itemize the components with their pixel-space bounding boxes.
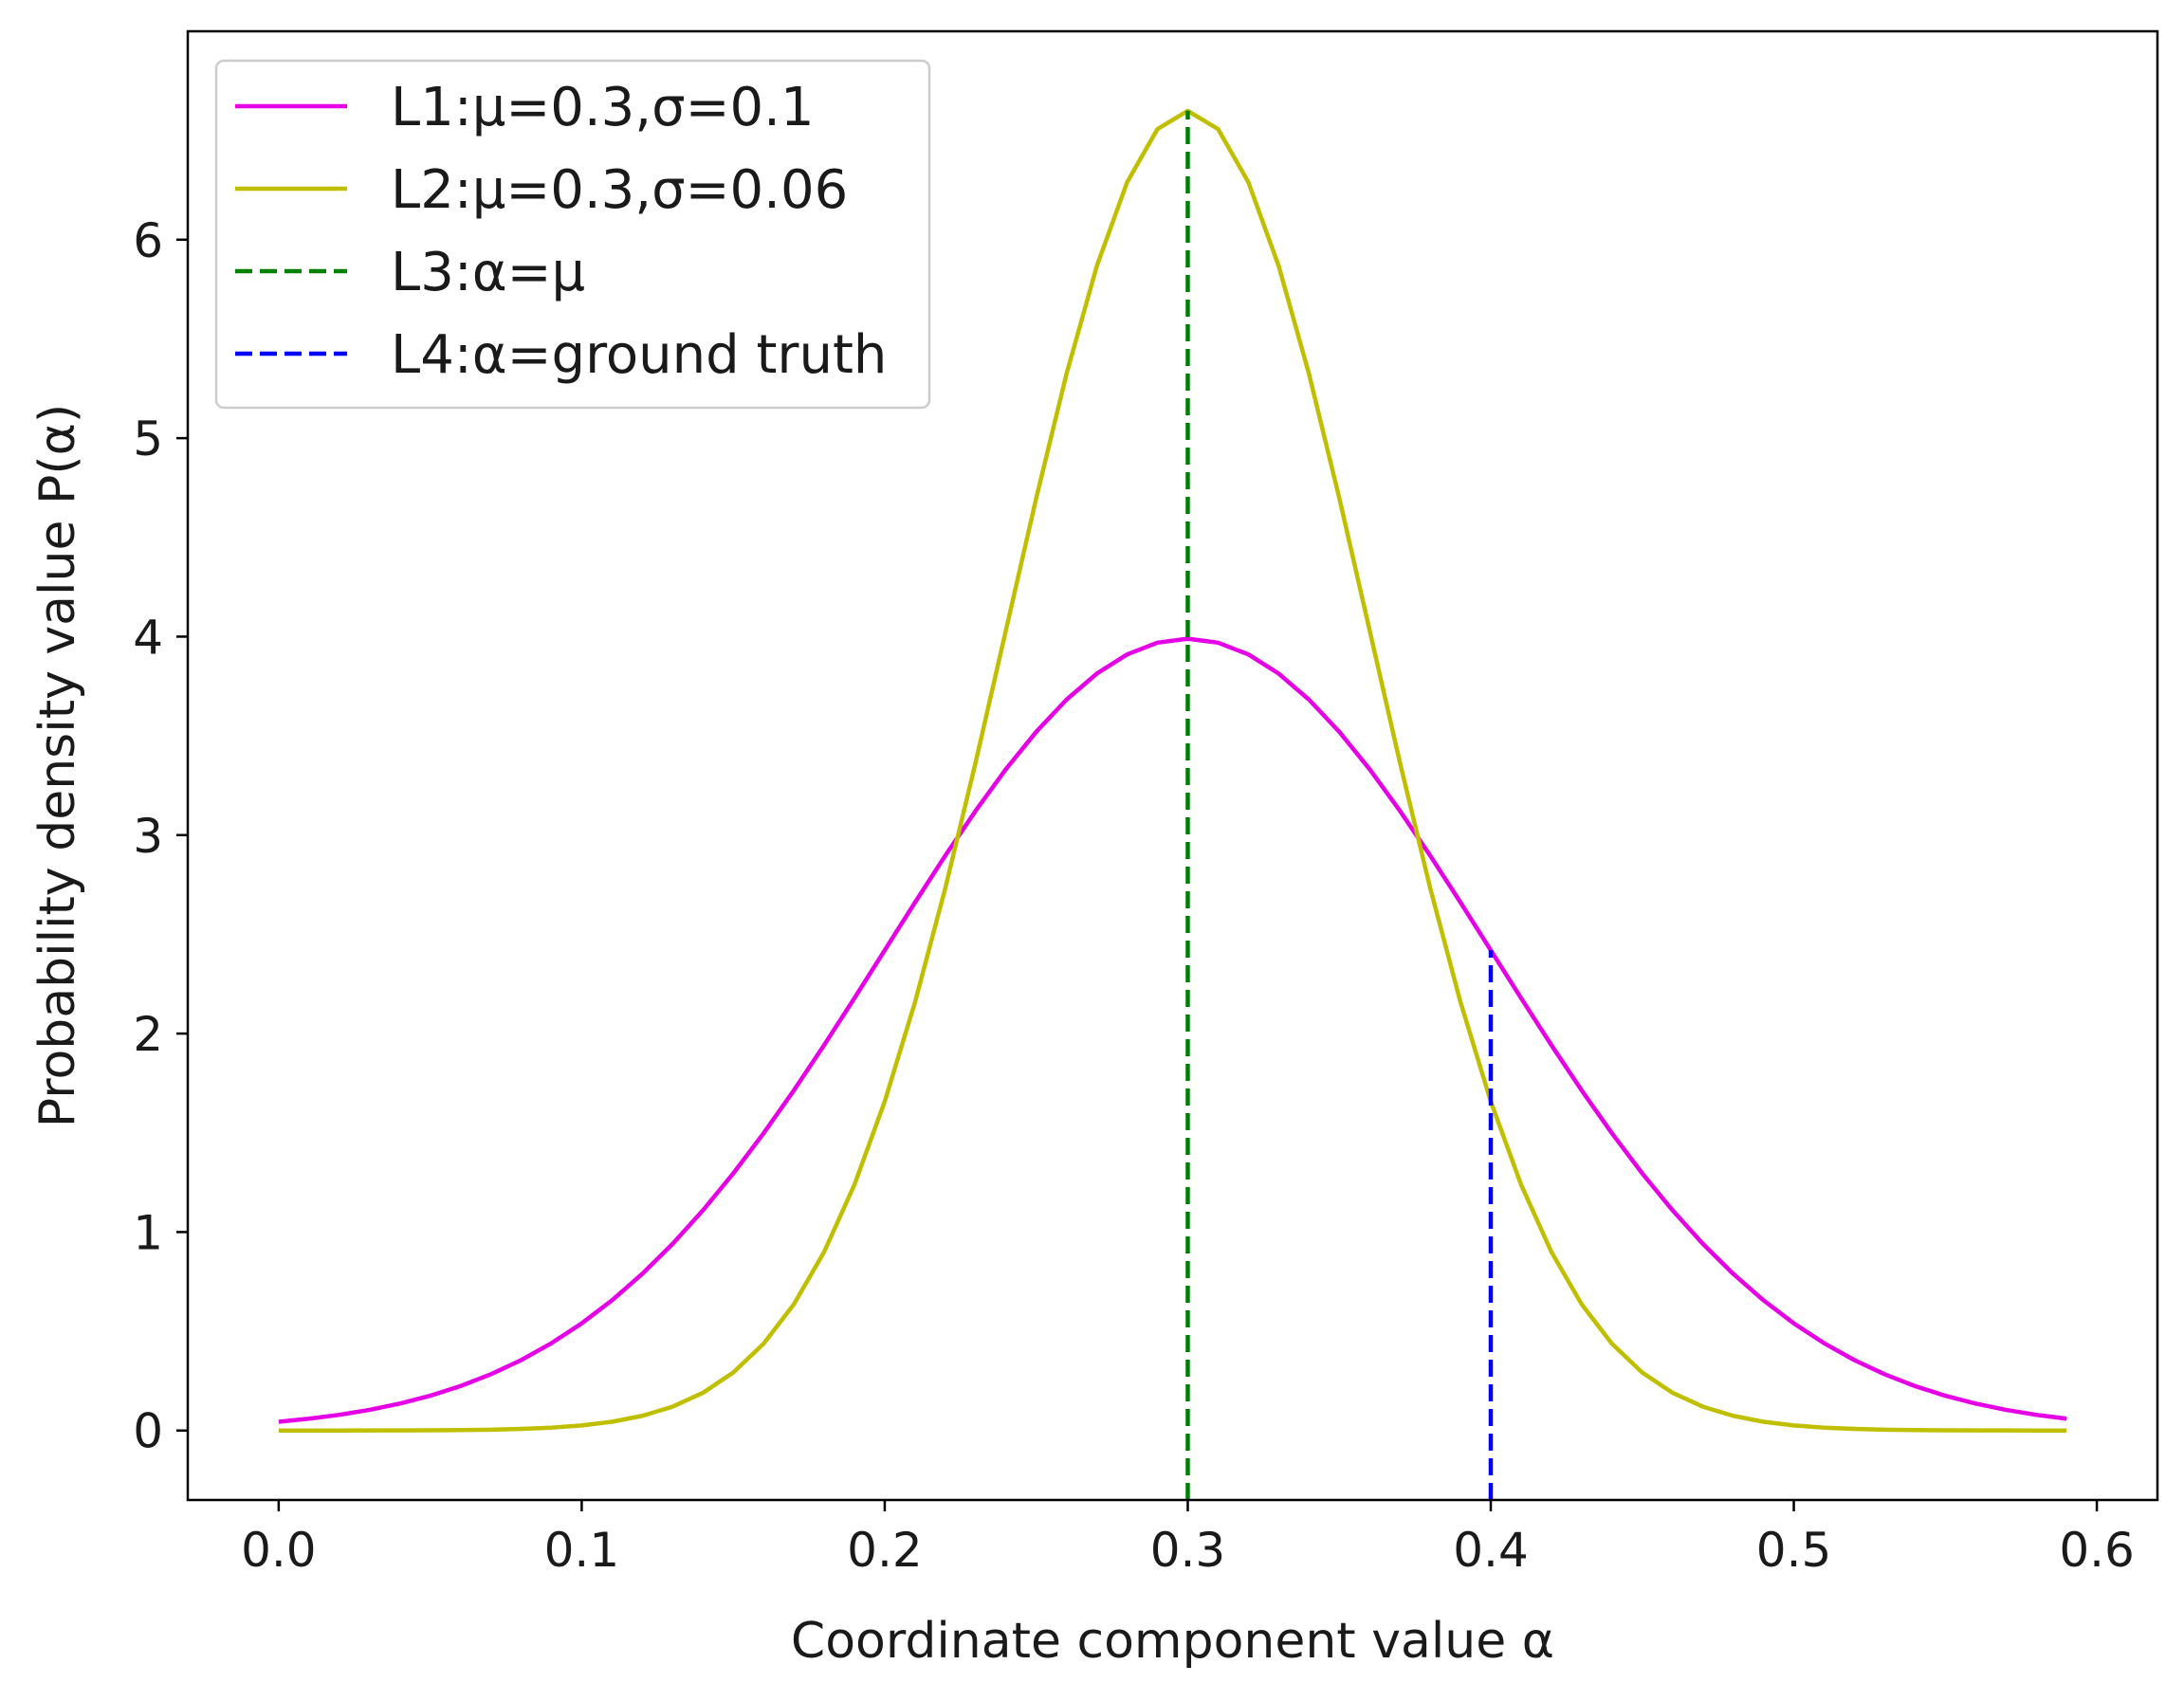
x-tick-label: 0.3 [1150,1523,1226,1578]
series-2-line [278,108,2067,1433]
legend-label-4: L4:α=ground truth [391,324,887,386]
x-tick-label: 0.6 [2059,1523,2135,1578]
legend-box [214,59,931,410]
x-tick-label: 0.4 [1453,1523,1529,1578]
legend-label-3: L3:α=μ [391,242,585,303]
legend-label-1: L1:μ=0.3,σ=0.1 [391,77,815,138]
y-tick-label: 6 [133,213,163,268]
series-1-line [278,636,2067,1424]
x-tick-label: 0.0 [241,1523,317,1578]
y-tick-label: 0 [133,1404,163,1459]
x-tick-label: 0.5 [1756,1523,1832,1578]
x-axis-title: Coordinate component value α [791,1613,1554,1670]
y-tick-label: 4 [133,610,163,665]
x-tick-label: 0.1 [544,1523,620,1578]
y-axis-title: Probability density value P(α) [29,404,86,1127]
y-tick-label: 3 [133,809,163,864]
y-tick-label: 5 [133,412,163,466]
legend-label-2: L2:μ=0.3,σ=0.06 [391,159,848,221]
axes-frame [186,29,2159,1502]
x-tick-label: 0.2 [847,1523,923,1578]
y-tick-label: 2 [133,1007,163,1062]
y-tick-label: 1 [133,1205,163,1260]
